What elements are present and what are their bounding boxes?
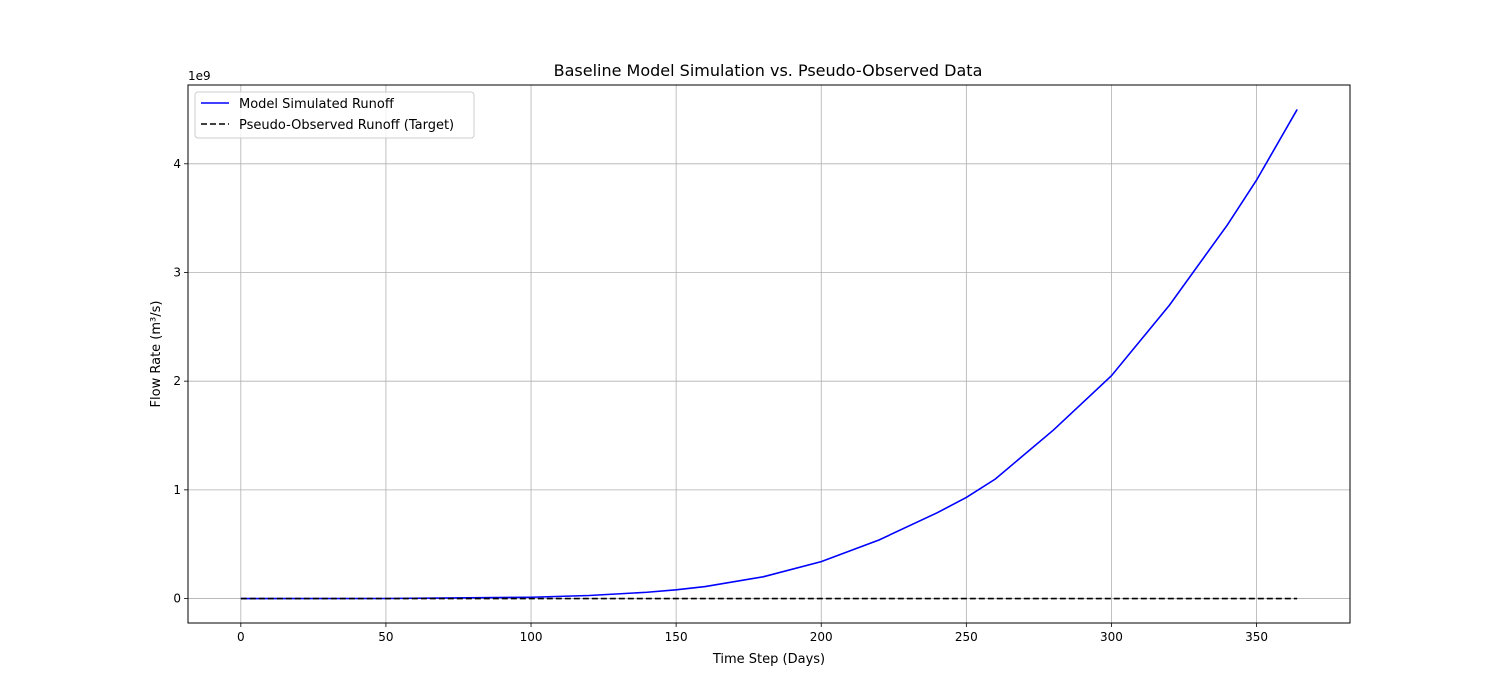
y-tick-label: 1 <box>173 483 181 497</box>
series-line-0 <box>240 109 1298 600</box>
y-offset-label: 1e9 <box>188 69 211 83</box>
x-tick-label: 200 <box>810 630 833 644</box>
legend-label-observed: Pseudo-Observed Runoff (Target) <box>239 118 454 133</box>
y-tick-label: 3 <box>173 265 181 279</box>
legend-label-model: Model Simulated Runoff <box>239 97 395 112</box>
y-tick-label: 0 <box>173 592 181 606</box>
x-tick-label: 350 <box>1245 630 1268 644</box>
plot-frame <box>187 84 1351 624</box>
x-tick-label: 100 <box>520 630 543 644</box>
legend: Model Simulated Runoff Pseudo-Observed R… <box>194 91 475 139</box>
x-tick-label: 250 <box>955 630 978 644</box>
x-tick-label: 150 <box>665 630 688 644</box>
x-axis-ticks: 0 50 100 150 200 250 300 350 <box>237 623 1268 644</box>
x-tick-label: 50 <box>378 630 393 644</box>
x-axis-label: Time Step (Days) <box>712 652 825 667</box>
x-tick-label: 0 <box>237 630 245 644</box>
y-axis-ticks: 0 1 2 3 4 <box>173 157 188 606</box>
series-layer <box>240 109 1298 600</box>
y-axis-label: Flow Rate (m³/s) <box>149 301 164 408</box>
chart-title: Baseline Model Simulation vs. Pseudo-Obs… <box>554 61 983 80</box>
legend-box <box>194 91 475 139</box>
y-tick-label: 4 <box>173 157 181 171</box>
y-tick-label: 2 <box>173 374 181 388</box>
x-tick-label: 300 <box>1100 630 1123 644</box>
